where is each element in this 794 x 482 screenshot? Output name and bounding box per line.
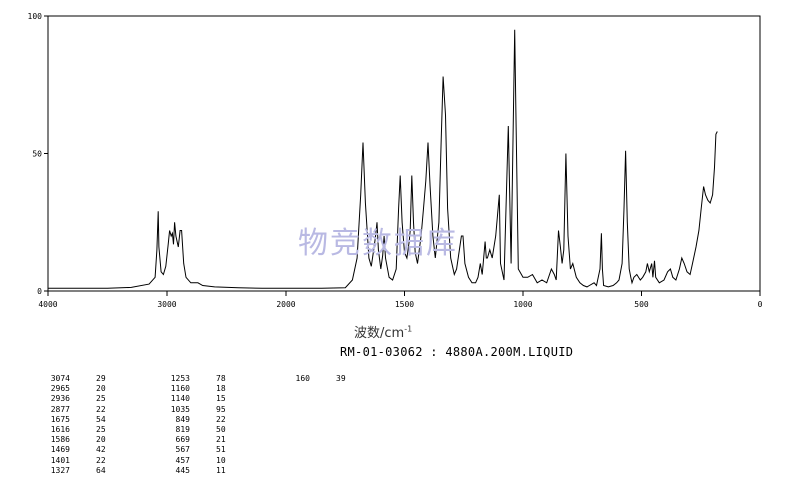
peak-wavenumber: 2936 bbox=[50, 394, 70, 404]
peak-intensity: 42 bbox=[96, 445, 106, 455]
peak-wavenumber: 457 bbox=[175, 455, 190, 465]
peak-intensity: 10 bbox=[216, 455, 226, 465]
peak-intensity: 20 bbox=[96, 435, 106, 445]
peak-intensity: 39 bbox=[336, 374, 346, 383]
peak-intensity: 25 bbox=[96, 425, 106, 435]
peak-wavenumber: 1160 bbox=[170, 384, 190, 394]
x-tick-label: 500 bbox=[634, 300, 649, 309]
peak-intensity: 78 bbox=[216, 374, 226, 383]
peak-wavenumber: 1586 bbox=[50, 435, 70, 445]
y-tick-label: 50 bbox=[32, 150, 42, 159]
peak-intensity-column: 39 bbox=[336, 374, 348, 384]
peak-intensity: 64 bbox=[96, 465, 106, 475]
x-tick-label: 1000 bbox=[513, 300, 532, 309]
peak-wavenumber-column: 3074 2965 2936 2877 1675 1616 1586 1469 1401 1327 bbox=[44, 374, 70, 476]
peak-wavenumber: 849 bbox=[175, 414, 190, 424]
tick-group: 4000 3000 2000 1500 1000 500 0 0 50 100 bbox=[28, 12, 763, 309]
peak-intensity: 22 bbox=[96, 455, 106, 465]
peak-intensity: 51 bbox=[216, 445, 226, 455]
peak-wavenumber: 1469 bbox=[50, 445, 70, 455]
peak-intensity: 25 bbox=[96, 394, 106, 404]
x-axis-label: 波数/cm-1 bbox=[354, 322, 412, 341]
peak-intensity: 95 bbox=[216, 404, 226, 414]
x-tick-label: 4000 bbox=[38, 300, 57, 309]
peak-intensity: 20 bbox=[96, 384, 106, 394]
peak-wavenumber: 1327 bbox=[50, 465, 70, 475]
peak-wavenumber: 1401 bbox=[50, 455, 70, 465]
peak-wavenumber: 819 bbox=[175, 425, 190, 435]
x-tick-label: 3000 bbox=[157, 300, 176, 309]
peak-wavenumber: 1140 bbox=[170, 394, 190, 404]
peak-intensity: 22 bbox=[96, 404, 106, 414]
peak-wavenumber: 3074 bbox=[50, 374, 70, 383]
peak-wavenumber: 2877 bbox=[50, 404, 70, 414]
peak-intensity: 22 bbox=[216, 414, 226, 424]
peak-wavenumber-column: 1253 1160 1140 1035 849 819 669 567 457 445 bbox=[164, 374, 190, 476]
peak-intensity-column: 29 20 25 22 54 25 20 42 22 64 bbox=[96, 374, 108, 476]
x-tick-label: 2000 bbox=[276, 300, 295, 309]
peak-wavenumber: 567 bbox=[175, 445, 190, 455]
sample-caption: RM-01-03062 : 4880A.200M.LIQUID bbox=[340, 345, 574, 359]
peak-wavenumber: 1253 bbox=[170, 374, 190, 383]
spectrum-line bbox=[48, 29, 718, 289]
peak-intensity: 50 bbox=[216, 425, 226, 435]
x-tick-label: 1500 bbox=[395, 300, 414, 309]
peak-intensity: 54 bbox=[96, 414, 106, 424]
peak-wavenumber: 1616 bbox=[50, 425, 70, 435]
peak-wavenumber: 160 bbox=[295, 374, 310, 383]
y-tick-label: 100 bbox=[28, 12, 43, 21]
peak-intensity: 21 bbox=[216, 435, 226, 445]
peak-intensity: 11 bbox=[216, 465, 226, 475]
peak-wavenumber: 2965 bbox=[50, 384, 70, 394]
y-tick-label: 0 bbox=[37, 287, 42, 296]
peak-intensity: 15 bbox=[216, 394, 226, 404]
peak-wavenumber: 1675 bbox=[50, 414, 70, 424]
peak-intensity: 18 bbox=[216, 384, 226, 394]
peak-wavenumber: 669 bbox=[175, 435, 190, 445]
peak-wavenumber-column: 160 bbox=[284, 374, 310, 384]
peak-intensity: 29 bbox=[96, 374, 106, 383]
peak-intensity-column: 78 18 15 95 22 50 21 51 10 11 bbox=[216, 374, 228, 476]
peak-wavenumber: 445 bbox=[175, 465, 190, 475]
x-axis-label-text: 波数/cm bbox=[354, 326, 405, 341]
watermark-text: 物竞数据库 bbox=[298, 226, 458, 261]
x-tick-label: 0 bbox=[758, 300, 763, 309]
x-axis-label-unit-exponent: -1 bbox=[404, 324, 413, 334]
peak-wavenumber: 1035 bbox=[170, 404, 190, 414]
